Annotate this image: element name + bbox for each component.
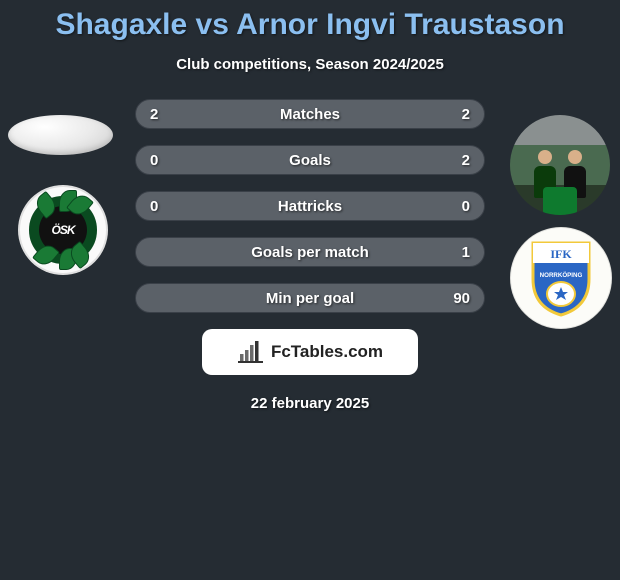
- stat-row: Min per goal 90: [135, 283, 485, 313]
- stat-right-value: 90: [434, 290, 484, 307]
- stat-label: Hattricks: [186, 198, 434, 215]
- stat-row: 0 Hattricks 0: [135, 191, 485, 221]
- stat-left-value: 0: [136, 198, 186, 215]
- stat-label: Goals per match: [186, 244, 434, 261]
- date-line: 22 february 2025: [0, 395, 620, 412]
- stat-left-value: 2: [136, 106, 186, 123]
- stat-row: 0 Goals 2: [135, 145, 485, 175]
- stats-table: 2 Matches 2 0 Goals 2 0 Hattricks 0 Goal…: [135, 99, 485, 313]
- player-right-photo: [510, 115, 610, 215]
- club-right-badge-top: IFK: [550, 247, 572, 261]
- left-player-column: ÖSK: [8, 115, 113, 275]
- stat-left-value: 0: [136, 152, 186, 169]
- club-left-badge: ÖSK: [18, 185, 108, 275]
- season-subtitle: Club competitions, Season 2024/2025: [0, 56, 620, 73]
- bar-chart-icon: [237, 340, 265, 364]
- stat-row: Goals per match 1: [135, 237, 485, 267]
- stat-right-value: 1: [434, 244, 484, 261]
- page-title: Shagaxle vs Arnor Ingvi Traustason: [0, 0, 620, 42]
- player-left-avatar-placeholder: [8, 115, 113, 155]
- stat-right-value: 0: [434, 198, 484, 215]
- brand-box[interactable]: FcTables.com: [202, 329, 418, 375]
- stat-label: Min per goal: [186, 290, 434, 307]
- club-right-badge-bottom: NORRKÖPING: [540, 272, 583, 279]
- club-right-badge: IFK NORRKÖPING: [510, 227, 612, 329]
- stat-right-value: 2: [434, 152, 484, 169]
- right-player-column: IFK NORRKÖPING: [510, 115, 612, 329]
- stat-label: Goals: [186, 152, 434, 169]
- stat-row: 2 Matches 2: [135, 99, 485, 129]
- stat-label: Matches: [186, 106, 434, 123]
- brand-text: FcTables.com: [271, 342, 383, 362]
- stat-right-value: 2: [434, 106, 484, 123]
